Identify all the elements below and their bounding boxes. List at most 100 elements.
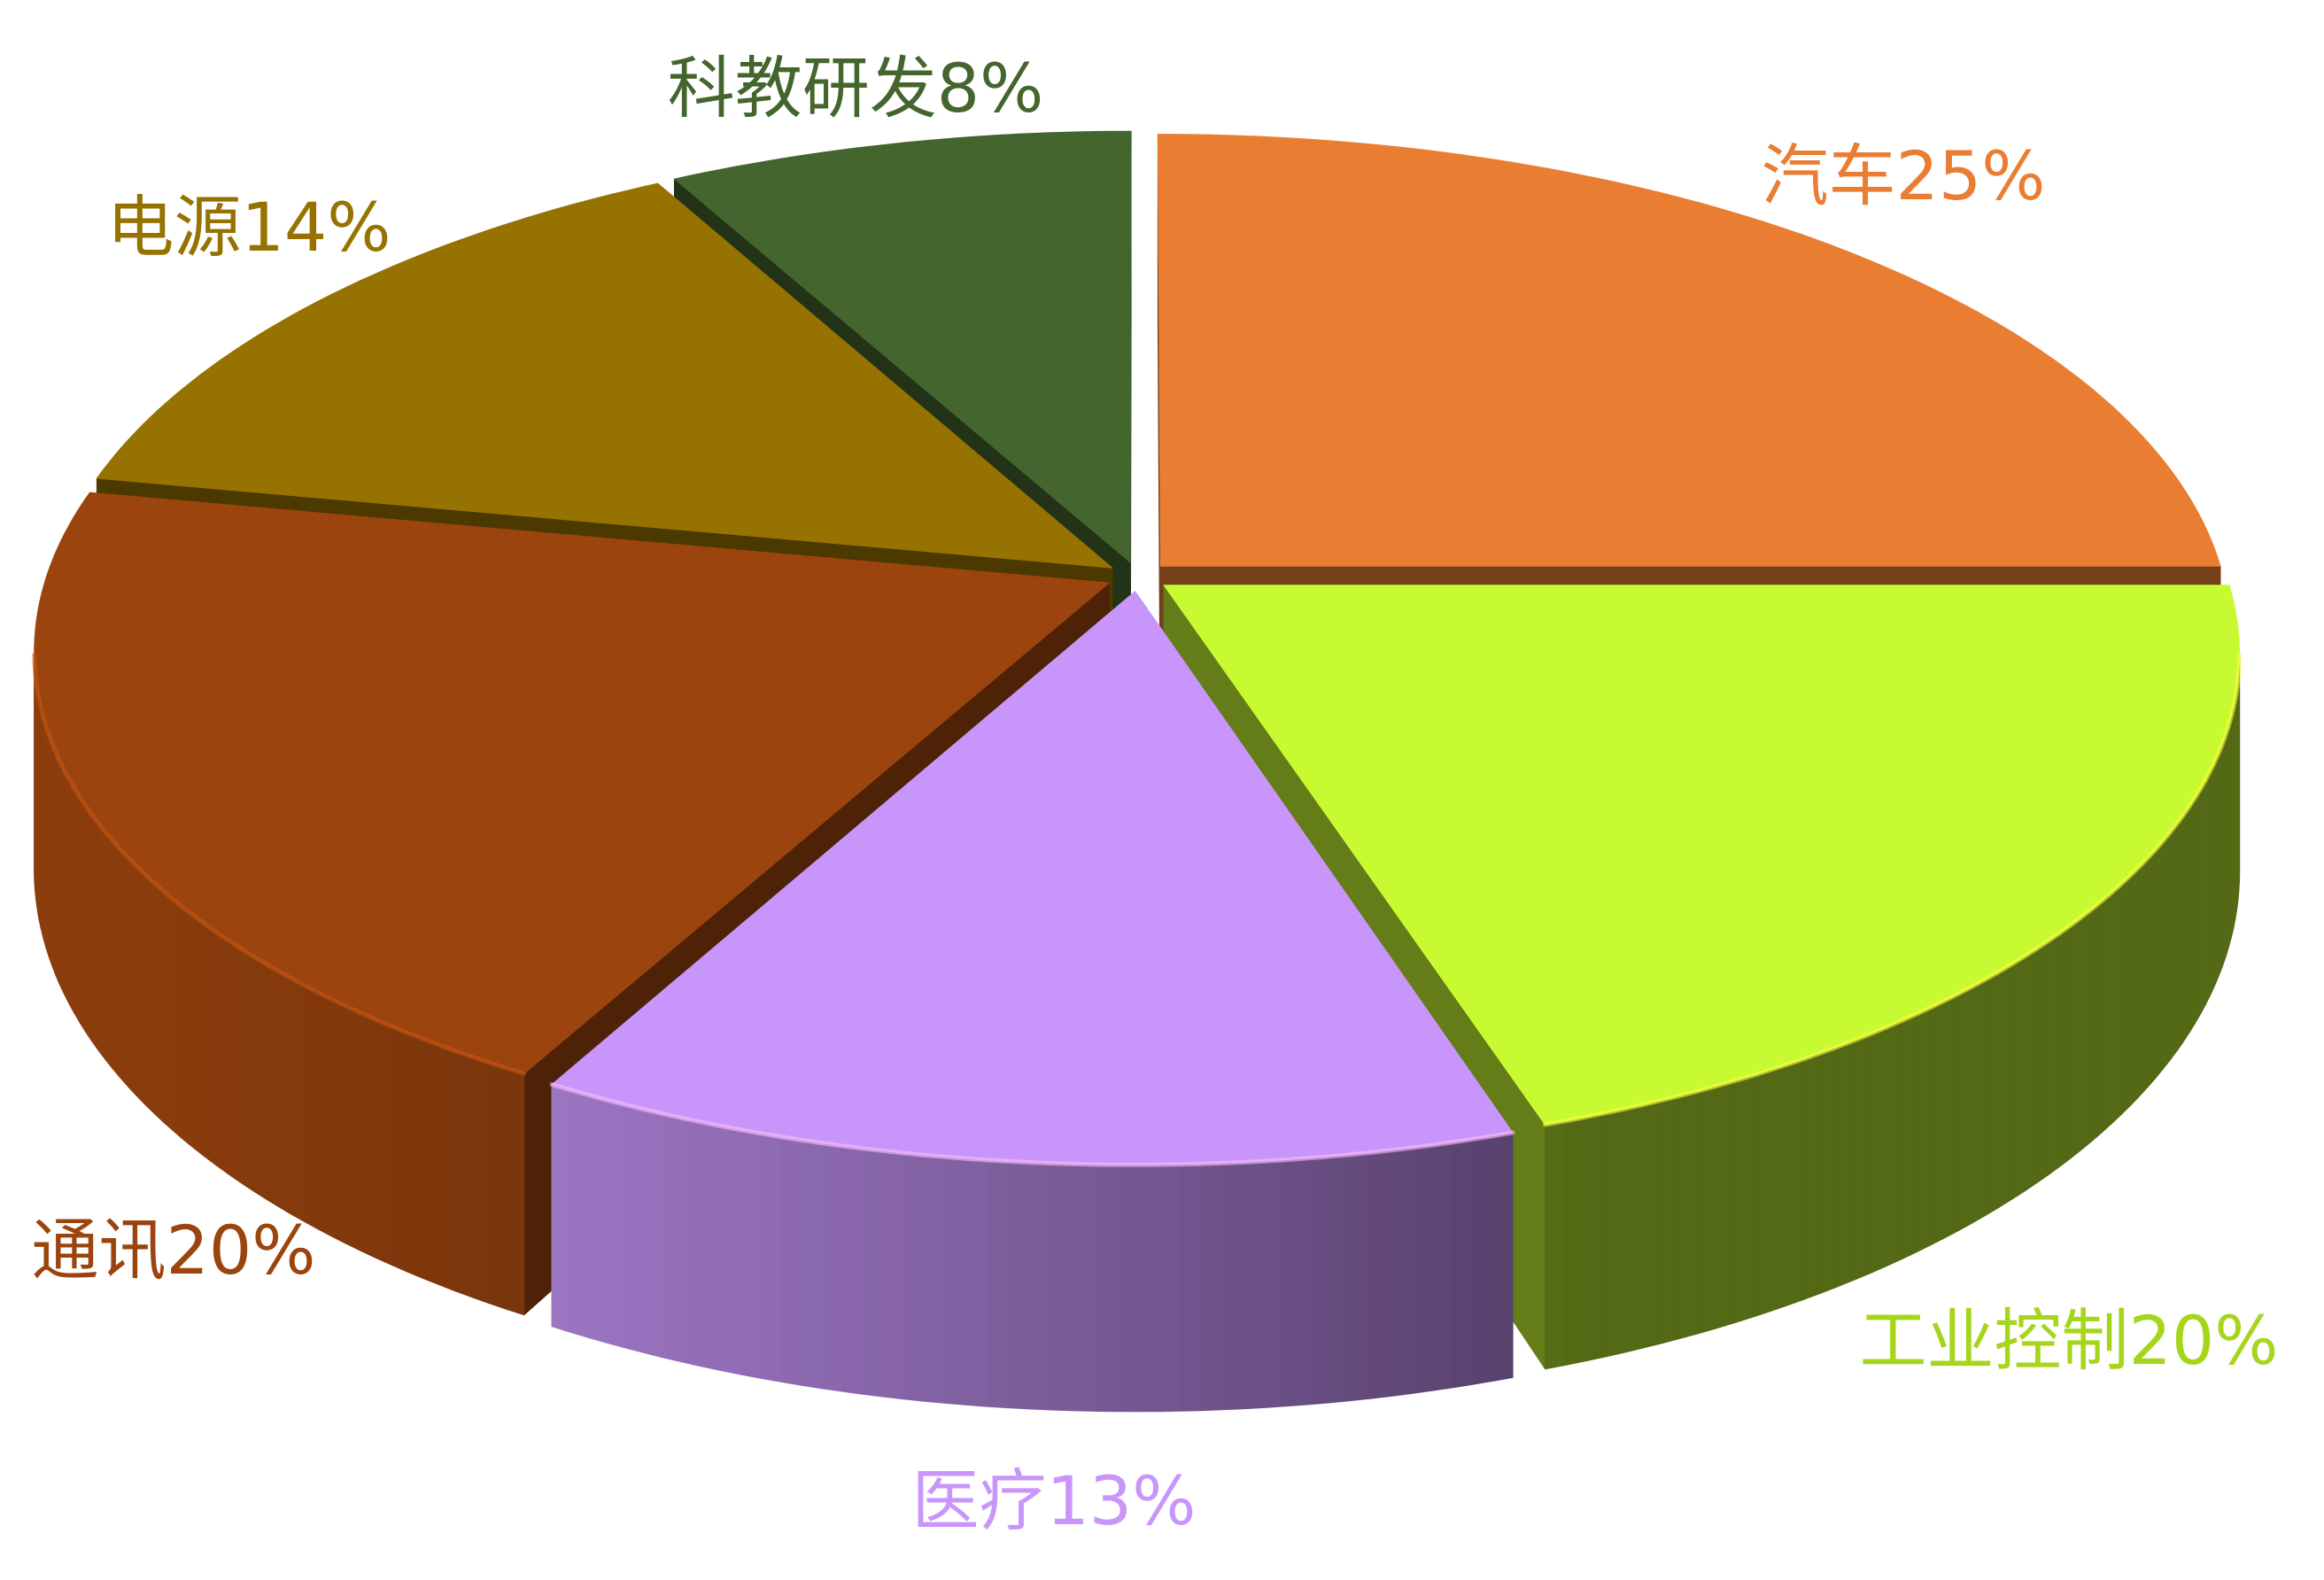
- pie-slice-side-wall: [1679, 1090, 1700, 1339]
- pie-slice-side-wall: [2080, 908, 2093, 1150]
- slice-label-value: 20: [167, 1211, 252, 1290]
- pie-slice-side-wall: [2129, 866, 2140, 1107]
- slice-label-category: 医疗: [912, 1461, 1047, 1540]
- pie-slice-side-wall: [97, 823, 106, 1060]
- pie-slice-side-wall: [112, 840, 121, 1079]
- pie-slice-side-wall: [173, 899, 184, 1141]
- pie-slice-side-wall: [902, 1152, 925, 1402]
- pie-slice-side-wall: [136, 865, 146, 1105]
- pie-slice-side-wall: [624, 1104, 644, 1353]
- pie-slice-side-wall: [2199, 779, 2206, 1015]
- pie-slice-side-wall: [128, 857, 137, 1096]
- pie-slice-side-wall: [85, 805, 93, 1042]
- pie-slice-side-wall: [642, 1108, 663, 1359]
- pie-slice-side-wall: [1220, 1161, 1244, 1411]
- pie-slice-side-wall: [2091, 900, 2103, 1142]
- pie-slice-side-wall: [1264, 1158, 1287, 1408]
- pie-slice-side-wall: [1641, 1099, 1662, 1349]
- pie-slice-side-wall: [719, 1125, 740, 1375]
- pie-slice-side-wall: [2010, 956, 2026, 1200]
- pie-slice-side-wall: [2146, 849, 2156, 1089]
- pie-slice-side-wall: [1243, 1160, 1266, 1410]
- pie-slice-side-wall: [1305, 1156, 1329, 1406]
- pie-slice-side-wall: [779, 1135, 801, 1386]
- pie-slice-side-wall: [986, 1159, 1009, 1409]
- pie-slice-side-wall: [1050, 1162, 1073, 1412]
- pie-slice-side-wall: [1786, 1057, 1805, 1306]
- pie-slice-side-wall: [2070, 917, 2082, 1159]
- pie-slice-side-wall: [2169, 824, 2177, 1062]
- pie-slice-medical: [549, 591, 1515, 1413]
- pie-slice-side-wall: [1071, 1163, 1095, 1412]
- pie-slice-side-wall: [64, 770, 70, 1005]
- pie-slice-side-wall: [819, 1142, 841, 1392]
- slice-label-unit: %: [327, 188, 391, 267]
- slice-label-value: 8: [937, 49, 980, 128]
- slice-label-communication: 通讯20%: [32, 1211, 316, 1290]
- pie-slices: [32, 130, 2243, 1413]
- pie-slice-rim-highlight: [32, 652, 527, 1076]
- pie-slice-side-wall: [964, 1158, 988, 1407]
- pie-slice-side-wall: [1885, 1020, 1902, 1267]
- pie-slice-rim-highlight: [1543, 653, 2243, 1127]
- pie-slice-side-wall: [438, 1044, 456, 1292]
- pie-slice-side-wall: [1929, 1000, 1946, 1246]
- pie-slice-side-wall: [238, 947, 252, 1191]
- pie-slice-side-wall: [290, 977, 305, 1222]
- pie-slice-side-wall: [1285, 1158, 1308, 1407]
- pie-slice-side-wall: [1431, 1142, 1453, 1391]
- pie-slice-side-wall: [1803, 1052, 1822, 1300]
- pie-slice-side-wall: [2182, 806, 2190, 1043]
- pie-slice-side-wall: [51, 743, 57, 977]
- pie-slice-side-wall: [330, 998, 347, 1244]
- pie-slice-side-wall: [163, 891, 174, 1132]
- slice-label-value: 20: [2129, 1301, 2215, 1380]
- pie-slice-side-wall: [345, 1005, 361, 1251]
- pie-slice-side-wall: [422, 1038, 440, 1286]
- pie-slice-side-wall: [2213, 753, 2219, 987]
- pie-slice-side-wall: [1584, 1112, 1605, 1362]
- pie-slice-side-wall: [153, 882, 165, 1123]
- pie-slice-side-wall: [1752, 1069, 1771, 1318]
- pie-slice-side-wall: [120, 848, 129, 1088]
- pie-slice-side-wall: [2204, 771, 2211, 1006]
- pie-slice-side-wall: [406, 1032, 423, 1279]
- slice-label-unit: %: [980, 49, 1043, 128]
- pie-slice-top: [96, 182, 1113, 569]
- pie-slice-side-wall: [923, 1154, 946, 1404]
- slice-label-category: 电源: [107, 188, 242, 267]
- pie-slice-side-wall: [251, 955, 265, 1199]
- pie-slice-side-wall: [1998, 964, 2013, 1208]
- pie-slice-side-wall: [2175, 815, 2184, 1052]
- pie-slice-side-wall: [2120, 875, 2131, 1116]
- pie-labels: 汽车25% 工业控制20% 医疗13% 通讯20% 电源14% 科教研发8%: [32, 49, 2279, 1540]
- pie-slice-side-wall: [1348, 1151, 1371, 1402]
- slice-label-medical: 医疗13%: [912, 1461, 1197, 1540]
- slice-label-unit: %: [2214, 1301, 2278, 1380]
- pie-slice-side-wall: [91, 814, 99, 1051]
- pie-slice-side-wall: [1135, 1164, 1158, 1413]
- pie-slice-side-wall: [2161, 833, 2171, 1071]
- pie-slice-side-wall: [2154, 840, 2164, 1080]
- pie-slice-side-wall: [360, 1012, 376, 1259]
- slice-label-power-supply: 电源14%: [107, 188, 391, 267]
- pie-slice-side-wall: [2188, 797, 2196, 1034]
- pie-slice-side-wall: [1472, 1135, 1494, 1385]
- pie-slice-side-wall: [2101, 892, 2112, 1134]
- pie-slice-side-wall: [1544, 1120, 1566, 1370]
- pie-slice-side-wall: [193, 915, 206, 1158]
- pie-slice-side-wall: [454, 1050, 473, 1298]
- pie-slice-side-wall: [758, 1132, 780, 1382]
- pie-slice-side-wall: [1114, 1164, 1137, 1413]
- pie-slice-side-wall: [2138, 858, 2148, 1098]
- pie-slice-side-wall: [661, 1112, 682, 1363]
- pie-slice-side-wall: [2194, 788, 2201, 1025]
- pie-slice-side-wall: [1092, 1164, 1116, 1413]
- pie-slice-side-wall: [1820, 1046, 1839, 1294]
- pie-slice-side-wall: [1199, 1162, 1223, 1412]
- pie-slice-side-wall: [1178, 1163, 1202, 1412]
- pie-slice-side-wall: [79, 796, 87, 1033]
- pie-slice-side-wall: [1452, 1138, 1474, 1389]
- pie-slice-side-wall: [303, 984, 318, 1230]
- slice-label-value: 13: [1047, 1461, 1133, 1540]
